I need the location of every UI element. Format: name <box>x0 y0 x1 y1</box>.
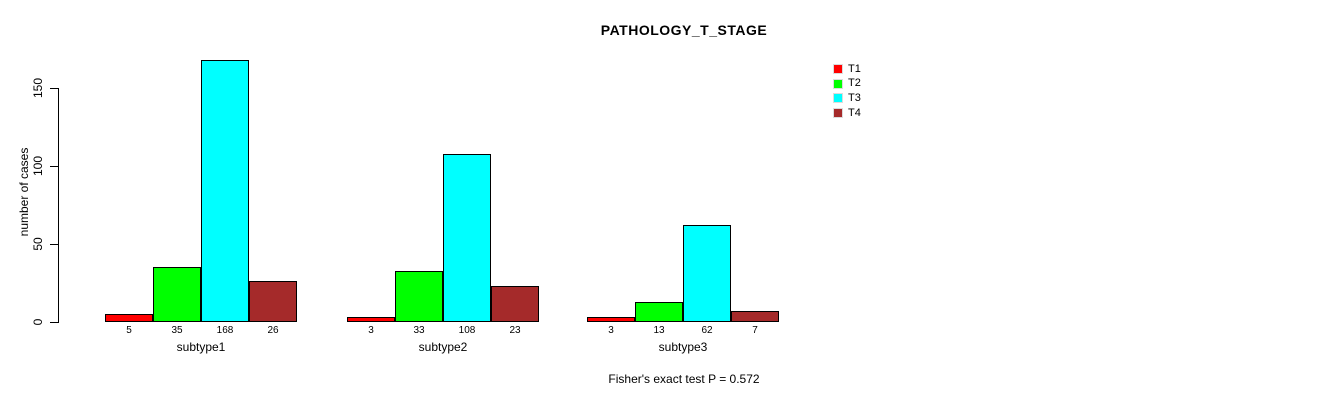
y-tick <box>50 88 58 89</box>
legend-swatch-T4 <box>833 108 843 119</box>
bar-T4-subtype2 <box>491 286 539 322</box>
bar-value-label: 35 <box>171 325 183 336</box>
bar-value-label: 23 <box>509 325 521 336</box>
bar-T3-subtype3 <box>683 225 731 322</box>
bar-value-label: 5 <box>126 325 132 336</box>
y-tick-label: 100 <box>31 155 45 177</box>
legend: T1 T2 T3 T4 <box>833 62 861 120</box>
bar-T1-subtype2 <box>347 317 395 322</box>
group-label-subtype2: subtype2 <box>418 340 468 354</box>
group-label-subtype1: subtype1 <box>176 340 226 354</box>
bar-T4-subtype3 <box>731 311 779 322</box>
y-axis-label: number of cases <box>17 147 31 237</box>
chart-title: PATHOLOGY_T_STAGE <box>600 22 768 38</box>
legend-item-T1: T1 <box>833 62 861 77</box>
bar-value-label: 33 <box>413 325 425 336</box>
y-tick-label: 150 <box>31 77 45 99</box>
annotation-text: Fisher's exact test P = 0.572 <box>608 372 760 386</box>
legend-swatch-T3 <box>833 93 843 104</box>
legend-swatch-T1 <box>833 64 843 75</box>
bar-value-label: 3 <box>368 325 374 336</box>
y-tick <box>50 244 58 245</box>
legend-label: T3 <box>848 91 861 104</box>
legend-label: T2 <box>848 77 861 90</box>
bar-T2-subtype3 <box>635 302 683 322</box>
bar-value-label: 7 <box>752 325 758 336</box>
bar-T1-subtype1 <box>105 314 153 322</box>
group-label-subtype3: subtype3 <box>658 340 708 354</box>
y-tick-label: 50 <box>31 237 45 251</box>
bar-value-label: 13 <box>653 325 665 336</box>
legend-item-T4: T4 <box>833 106 861 121</box>
bar-T3-subtype1 <box>201 60 249 322</box>
legend-label: T4 <box>848 106 861 119</box>
bar-value-label: 62 <box>701 325 713 336</box>
legend-item-T3: T3 <box>833 91 861 106</box>
bar-value-label: 3 <box>608 325 614 336</box>
y-tick <box>50 166 58 167</box>
bar-T4-subtype1 <box>249 281 297 322</box>
y-tick <box>50 322 58 323</box>
bar-value-label: 168 <box>216 325 234 336</box>
legend-item-T2: T2 <box>833 77 861 92</box>
y-tick-label: 0 <box>31 318 45 326</box>
bar-value-label: 26 <box>267 325 279 336</box>
bar-T3-subtype2 <box>443 154 491 322</box>
legend-swatch-T2 <box>833 78 843 89</box>
bar-T1-subtype3 <box>587 317 635 322</box>
bar-value-label: 108 <box>458 325 476 336</box>
y-axis-line <box>58 88 59 323</box>
legend-label: T1 <box>848 62 861 75</box>
bar-T2-subtype1 <box>153 267 201 322</box>
bar-T2-subtype2 <box>395 271 443 322</box>
